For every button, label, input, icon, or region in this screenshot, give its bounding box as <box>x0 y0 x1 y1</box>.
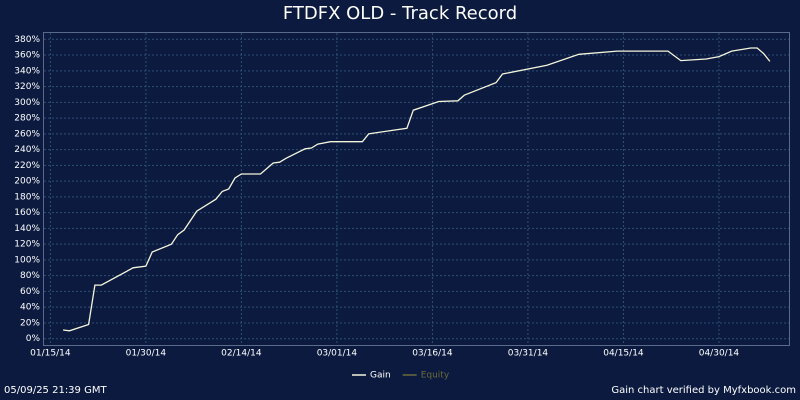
legend-label: Equity <box>421 371 450 381</box>
y-tick-label: 380% <box>14 35 40 45</box>
x-tick-label: 03/01/14 <box>317 349 358 359</box>
y-tick-label: 80% <box>20 271 40 281</box>
x-tick-label: 01/15/14 <box>30 349 71 359</box>
y-tick-label: 20% <box>20 318 40 328</box>
y-tick-label: 200% <box>14 177 40 187</box>
y-tick-label: 60% <box>20 287 40 297</box>
gain-line <box>63 47 771 332</box>
y-tick-label: 220% <box>14 161 40 171</box>
y-tick-label: 180% <box>14 192 40 202</box>
x-tick-label: 04/15/14 <box>603 349 644 359</box>
x-tick-label: 03/16/14 <box>412 349 453 359</box>
x-tick-label: 01/30/14 <box>126 349 167 359</box>
legend-label: Gain <box>370 371 391 381</box>
y-tick-label: 340% <box>14 66 40 76</box>
y-tick-label: 100% <box>14 255 40 265</box>
y-tick-label: 40% <box>20 303 40 313</box>
plot-frame <box>43 32 790 346</box>
y-tick-label: 140% <box>14 224 40 234</box>
y-tick-label: 300% <box>14 98 40 108</box>
y-tick-label: 0% <box>26 334 41 344</box>
credit: Gain chart verified by Myfxbook.com <box>611 385 796 396</box>
y-tick-label: 240% <box>14 145 40 155</box>
x-tick-label: 02/14/14 <box>221 349 262 359</box>
x-tick-label: 04/30/14 <box>699 349 740 359</box>
y-tick-label: 360% <box>14 51 40 61</box>
y-tick-label: 120% <box>14 240 40 250</box>
y-tick-label: 160% <box>14 208 40 218</box>
chart-title: FTDFX OLD - Track Record <box>283 3 517 24</box>
y-tick-label: 260% <box>14 129 40 139</box>
x-tick-label: 03/31/14 <box>508 349 549 359</box>
timestamp: 05/09/25 21:39 GMT <box>4 385 107 396</box>
y-tick-label: 280% <box>14 114 40 124</box>
y-tick-label: 320% <box>14 82 40 92</box>
